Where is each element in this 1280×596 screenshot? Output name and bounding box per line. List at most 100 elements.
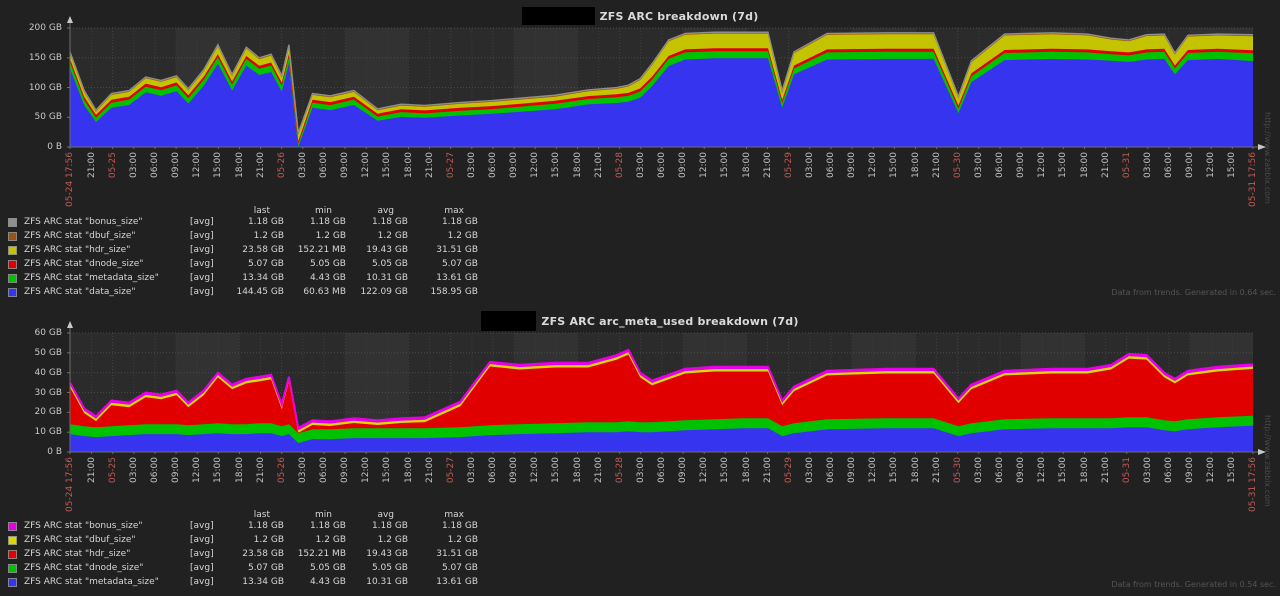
x-tick-label: 21:00 — [1100, 152, 1111, 178]
series-stat-value: 1.2 GB — [447, 231, 478, 241]
series-color-swatch — [8, 522, 17, 531]
x-tick-label: 15:00 — [720, 152, 731, 178]
series-stat-value: 1.18 GB — [371, 217, 408, 227]
x-tick-label: 21:00 — [762, 152, 773, 178]
y-tick-label: 30 GB — [34, 387, 62, 398]
x-tick-label: 06:00 — [319, 152, 329, 178]
x-tick-label: 06:00 — [488, 457, 498, 483]
x-tick-label: 09:00 — [509, 152, 520, 178]
series-aggregation: [avg] — [190, 521, 214, 531]
series-stat-value: 152.21 MB — [297, 245, 346, 255]
y-tick-label: 10 GB — [34, 427, 62, 438]
series-stat-value: 1.2 GB — [315, 535, 346, 545]
y-tick-label: 0 B — [47, 447, 62, 457]
x-tick-label: 03:00 — [297, 457, 308, 483]
chart2-legend: last min avg max ZFS ARC stat "bonus_size" [a… — [8, 510, 488, 591]
x-tick-label: 05-25 — [107, 457, 118, 484]
series-stat-value: 5.05 GB — [371, 563, 408, 573]
series-color-swatch — [8, 274, 17, 283]
series-stat-value: 5.05 GB — [309, 563, 346, 573]
series-stat-value: 122.09 GB — [360, 287, 408, 297]
legend-column-header: max — [444, 510, 464, 520]
x-tick-label: 06:00 — [488, 152, 498, 178]
series-aggregation: [avg] — [190, 577, 214, 587]
x-tick-label: 09:00 — [340, 457, 351, 483]
x-tick-label: 06:00 — [319, 457, 329, 483]
x-tick-label: 21:00 — [1100, 457, 1111, 483]
series-stat-value: 13.61 GB — [436, 577, 478, 587]
y-tick-label: 150 GB — [28, 52, 62, 63]
chart2-title-row: ZFS ARC arc_meta_used breakdown (7d) — [0, 311, 1280, 331]
x-tick-label: 09:00 — [847, 457, 858, 483]
series-stat-value: 1.2 GB — [447, 535, 478, 545]
series-aggregation: [avg] — [190, 287, 214, 297]
series-color-swatch — [8, 536, 17, 545]
x-tick-label: 05-30 — [952, 457, 963, 484]
x-tick-label: 03:00 — [466, 457, 477, 483]
x-tick-label: 15:00 — [382, 457, 393, 483]
x-tick-label: 09:00 — [678, 457, 689, 483]
x-tick-label: 05-29 — [783, 457, 794, 484]
chart1-title-row: ZFS ARC breakdown (7d) — [0, 7, 1280, 25]
series-stat-value: 10.31 GB — [366, 577, 408, 587]
legend-row: ZFS ARC stat "dnode_size" [avg] 5.07 GB 5.0… — [8, 563, 488, 577]
series-label: ZFS ARC stat "data_size" — [24, 287, 136, 297]
x-tick-label: 05-26 — [276, 457, 287, 484]
legend-row: ZFS ARC stat "data_size" [avg] 144.45 GB 60… — [8, 287, 488, 301]
y-tick-label: 50 GB — [34, 112, 62, 123]
x-tick-label: 06:00 — [150, 152, 160, 178]
series-aggregation: [avg] — [190, 535, 214, 545]
series-stat-value: 1.18 GB — [247, 521, 284, 531]
x-tick-label: 06:00 — [1164, 152, 1174, 178]
x-tick-label: 15:00 — [1227, 457, 1238, 483]
legend-row: ZFS ARC stat "metadata_size" [avg] 13.34 G… — [8, 273, 488, 287]
x-tick-label: 18:00 — [234, 457, 245, 483]
x-tick-label: 09:00 — [340, 152, 351, 178]
x-tick-label: 03:00 — [635, 152, 646, 178]
x-tick-label: 05-24 17:56 — [65, 457, 75, 512]
x-tick-label: 09:00 — [509, 457, 520, 483]
x-tick-label: 09:00 — [678, 152, 689, 178]
legend-header-row: last min avg max — [8, 510, 488, 521]
series-stat-value: 1.2 GB — [253, 535, 284, 545]
series-stat-value: 60.63 MB — [303, 287, 346, 297]
x-tick-label: 05-24 17:56 — [65, 152, 75, 207]
x-tick-label: 12:00 — [868, 457, 879, 483]
chart1-watermark: http://www.zabbix.com — [1263, 112, 1272, 204]
x-tick-label: 12:00 — [361, 152, 372, 178]
series-aggregation: [avg] — [190, 231, 214, 241]
chart1-footer: Data from trends. Generated in 0.64 sec. — [1111, 288, 1276, 297]
redacted-hostname — [481, 311, 537, 331]
series-aggregation: [avg] — [190, 245, 214, 255]
series-aggregation: [avg] — [190, 273, 214, 283]
series-aggregation: [avg] — [190, 563, 214, 573]
series-aggregation: [avg] — [190, 217, 214, 227]
legend-row: ZFS ARC stat "metadata_size" [avg] 13.34 G… — [8, 577, 488, 591]
x-tick-label: 21:00 — [593, 152, 604, 178]
x-tick-label: 05-31 — [1121, 457, 1132, 484]
series-stat-value: 5.07 GB — [441, 563, 478, 573]
redacted-hostname — [521, 7, 595, 25]
legend-column-header: min — [315, 206, 332, 216]
series-color-swatch — [8, 232, 17, 241]
x-tick-label: 18:00 — [572, 457, 583, 483]
x-tick-label: 12:00 — [192, 152, 203, 178]
series-stat-value: 1.2 GB — [377, 231, 408, 241]
series-stat-value: 1.18 GB — [441, 521, 478, 531]
x-tick-label: 18:00 — [910, 152, 921, 178]
x-tick-label: 03:00 — [297, 152, 308, 178]
series-stat-value: 31.51 GB — [436, 549, 478, 559]
x-tick-label: 18:00 — [1079, 457, 1090, 483]
x-tick-label: 15:00 — [551, 457, 562, 483]
x-tick-label: 05-27 — [445, 152, 456, 179]
x-tick-label: 06:00 — [995, 152, 1005, 178]
series-aggregation: [avg] — [190, 259, 214, 269]
x-tick-label: 21:00 — [424, 152, 435, 178]
series-color-swatch — [8, 246, 17, 255]
x-tick-label: 15:00 — [720, 457, 731, 483]
series-stat-value: 31.51 GB — [436, 245, 478, 255]
x-tick-label: 09:00 — [1185, 152, 1196, 178]
legend-row: ZFS ARC stat "dbuf_size" [avg] 1.2 GB 1.2 G… — [8, 231, 488, 245]
series-label: ZFS ARC stat "bonus_size" — [24, 521, 143, 531]
